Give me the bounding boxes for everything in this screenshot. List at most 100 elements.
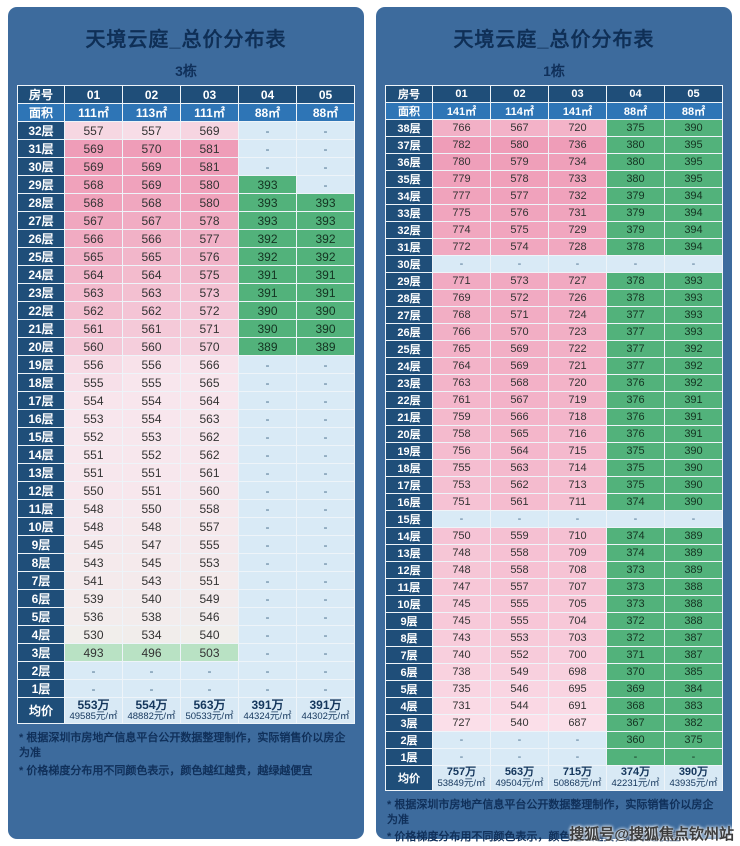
- floor-label: 28层: [17, 193, 65, 212]
- average-total: 391万: [251, 698, 284, 712]
- price-cell: 372: [606, 612, 665, 630]
- price-cell: 780: [432, 153, 491, 171]
- price-cell: 716: [548, 425, 607, 443]
- watermark: 搜狐号@搜狐焦点钦州站: [569, 826, 734, 843]
- average-label: 均价: [17, 697, 65, 724]
- table-row: 31层 772 574 728 378 394: [385, 238, 723, 256]
- price-cell: 740: [432, 646, 491, 664]
- price-cell: 392: [296, 229, 355, 248]
- price-cell: 392: [664, 340, 723, 358]
- price-cell: 541: [64, 571, 123, 590]
- table-row: 22层 562 562 572 390 390: [17, 301, 355, 320]
- price-cell: -: [296, 643, 355, 662]
- price-cell: -: [122, 679, 181, 698]
- table-row: 11层 747 557 707 373 388: [385, 578, 723, 596]
- price-cell: 377: [606, 340, 665, 358]
- floor-label: 12层: [385, 561, 433, 579]
- average-label: 均价: [385, 765, 433, 791]
- price-cell: 764: [432, 357, 491, 375]
- price-cell: 736: [548, 136, 607, 154]
- table-row: 32层 557 557 569- -: [17, 121, 355, 140]
- price-cell: 373: [606, 595, 665, 613]
- price-cell: 714: [548, 459, 607, 477]
- price-cell: 733: [548, 170, 607, 188]
- price-cell: -: [296, 589, 355, 608]
- price-cell: 549: [490, 663, 549, 681]
- table-row: 30层 569 569 581- -: [17, 157, 355, 176]
- floor-label: 3层: [385, 714, 433, 732]
- price-cell: -: [490, 510, 549, 528]
- area-value: 141㎡: [432, 102, 491, 120]
- table-row: 6层 539 540 549- -: [17, 589, 355, 608]
- price-cell: 566: [122, 229, 181, 248]
- price-cell: 568: [64, 175, 123, 194]
- table-row: 34层 777 577 732 379 394: [385, 187, 723, 205]
- price-cell: 759: [432, 408, 491, 426]
- price-cell: -: [296, 445, 355, 464]
- price-cell: 569: [64, 157, 123, 176]
- price-cell: 563: [64, 283, 123, 302]
- price-cell: 543: [122, 571, 181, 590]
- price-cell: 575: [490, 221, 549, 239]
- price-cell: -: [64, 661, 123, 680]
- column-header: 01: [432, 85, 491, 103]
- price-cell: 570: [122, 139, 181, 158]
- price-cell: 380: [606, 136, 665, 154]
- price-cell: 393: [238, 193, 297, 212]
- table-row: 17层 554 554 564- -: [17, 391, 355, 410]
- price-cell: 390: [664, 476, 723, 494]
- average-total: 563万: [193, 698, 226, 712]
- price-cell: 378: [606, 238, 665, 256]
- table-row: 14层 750 559 710 374 389: [385, 527, 723, 545]
- price-cell: -: [296, 535, 355, 554]
- price-cell: 380: [606, 170, 665, 188]
- price-cell: 574: [490, 238, 549, 256]
- average-total: 553万: [77, 698, 110, 712]
- price-cell: -: [296, 571, 355, 590]
- price-cell: 555: [490, 612, 549, 630]
- area-value: 114㎡: [490, 102, 549, 120]
- table-row: 21层 759 566 718 376 391: [385, 408, 723, 426]
- price-cell: 393: [238, 211, 297, 230]
- price-cell: 728: [548, 238, 607, 256]
- page-title: 天境云庭_总价分布表: [453, 29, 655, 51]
- price-cell: 377: [606, 306, 665, 324]
- table-row: 27层 768 571 724 377 393: [385, 306, 723, 324]
- floor-label: 26层: [17, 229, 65, 248]
- price-cell: -: [296, 157, 355, 176]
- floor-label: 15层: [17, 427, 65, 446]
- price-cell: 375: [606, 442, 665, 460]
- price-cell: 562: [180, 445, 239, 464]
- price-cell: -: [238, 445, 297, 464]
- table-row: 16层 751 561 711 374 390: [385, 493, 723, 511]
- average-unit-price: 49504元/㎡: [495, 778, 544, 790]
- price-cell: 565: [490, 425, 549, 443]
- price-cell: 551: [64, 463, 123, 482]
- price-cell: -: [296, 499, 355, 518]
- footnote-color-legend: * 价格梯度分布用不同颜色表示，颜色越红越贵，越绿越便宜: [387, 831, 681, 844]
- average-total: 715万: [562, 766, 593, 778]
- price-cell: 755: [432, 459, 491, 477]
- price-cell: 558: [180, 499, 239, 518]
- price-cell: 374: [606, 493, 665, 511]
- table-row: 29层 771 573 727 378 393: [385, 272, 723, 290]
- price-cell: 392: [238, 247, 297, 266]
- area-value: 88㎡: [606, 102, 665, 120]
- price-cell: 559: [490, 527, 549, 545]
- table-row: 18层 755 563 714 375 390: [385, 459, 723, 477]
- price-cell: 709: [548, 544, 607, 562]
- price-cell: -: [432, 731, 491, 749]
- price-cell: -: [180, 661, 239, 680]
- table-row: 23层 763 568 720 376 392: [385, 374, 723, 392]
- table-row: 28层 769 572 726 378 393: [385, 289, 723, 307]
- price-cell: 567: [64, 211, 123, 230]
- floor-label: 4层: [17, 625, 65, 644]
- average-cell: 554万 48882元/㎡: [122, 697, 181, 724]
- price-cell: -: [238, 373, 297, 392]
- price-cell: 711: [548, 493, 607, 511]
- price-cell: 377: [606, 357, 665, 375]
- price-cell: -: [296, 517, 355, 536]
- floor-label: 16层: [17, 409, 65, 428]
- floor-label: 37层: [385, 136, 433, 154]
- floor-label: 8层: [17, 553, 65, 572]
